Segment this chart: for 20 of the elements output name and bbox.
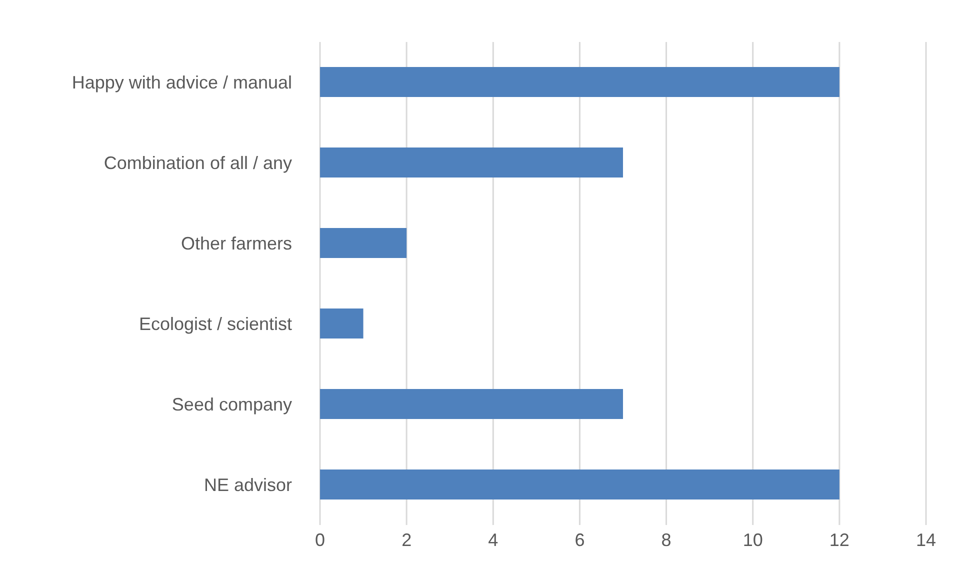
bar [320,228,407,258]
x-tick-label: 12 [829,530,850,550]
bar [320,308,364,338]
y-tick-label: Happy with advice / manual [72,72,292,93]
y-tick-label: Seed company [172,394,292,415]
x-tick-label: 0 [314,530,326,550]
x-tick-label: 8 [661,530,672,550]
x-tick-label: 6 [574,530,585,550]
bar [320,389,623,419]
y-tick-label: Combination of all / any [104,153,292,174]
y-tick-label: Other farmers [180,234,292,254]
x-tick-label: 14 [916,530,936,550]
x-tick-label: 2 [402,530,412,550]
bar [320,148,623,178]
y-tick-label: NE advisor [204,475,292,496]
x-tick-label: 4 [488,530,498,550]
bar [320,67,840,97]
x-tick-label: 10 [742,530,763,550]
bar [320,470,840,500]
y-tick-label: Ecologist / scientist [138,314,292,334]
